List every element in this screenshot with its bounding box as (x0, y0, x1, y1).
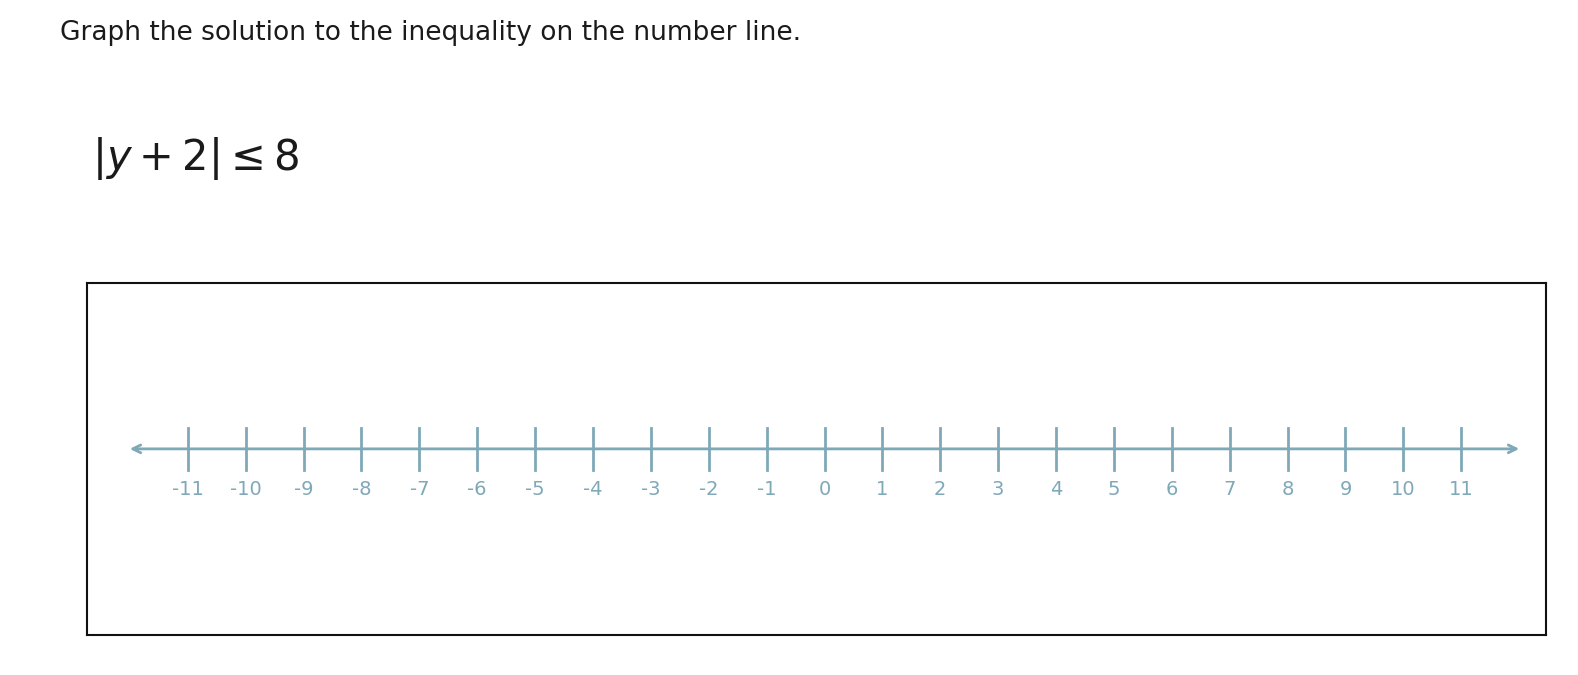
Text: 2: 2 (934, 481, 947, 500)
Text: 9: 9 (1340, 481, 1352, 500)
Text: -1: -1 (757, 481, 776, 500)
Text: 8: 8 (1281, 481, 1294, 500)
Text: 6: 6 (1166, 481, 1179, 500)
Text: 7: 7 (1223, 481, 1236, 500)
Text: 1: 1 (876, 481, 888, 500)
Text: -8: -8 (352, 481, 371, 500)
Text: -7: -7 (410, 481, 429, 500)
Text: Graph the solution to the inequality on the number line.: Graph the solution to the inequality on … (60, 20, 802, 47)
Text: 0: 0 (819, 481, 830, 500)
Text: -4: -4 (584, 481, 603, 500)
Text: -6: -6 (467, 481, 488, 500)
Text: 4: 4 (1049, 481, 1062, 500)
Text: 3: 3 (993, 481, 1004, 500)
Text: $\mathit{|}y+2\mathit{|}\leq 8$: $\mathit{|}y+2\mathit{|}\leq 8$ (92, 135, 298, 182)
Text: -5: -5 (525, 481, 544, 500)
Text: 11: 11 (1449, 481, 1474, 500)
Text: -2: -2 (699, 481, 718, 500)
Text: -10: -10 (230, 481, 262, 500)
Text: 5: 5 (1108, 481, 1120, 500)
Text: -11: -11 (172, 481, 204, 500)
Text: 10: 10 (1392, 481, 1415, 500)
Text: -9: -9 (294, 481, 314, 500)
Text: -3: -3 (641, 481, 661, 500)
